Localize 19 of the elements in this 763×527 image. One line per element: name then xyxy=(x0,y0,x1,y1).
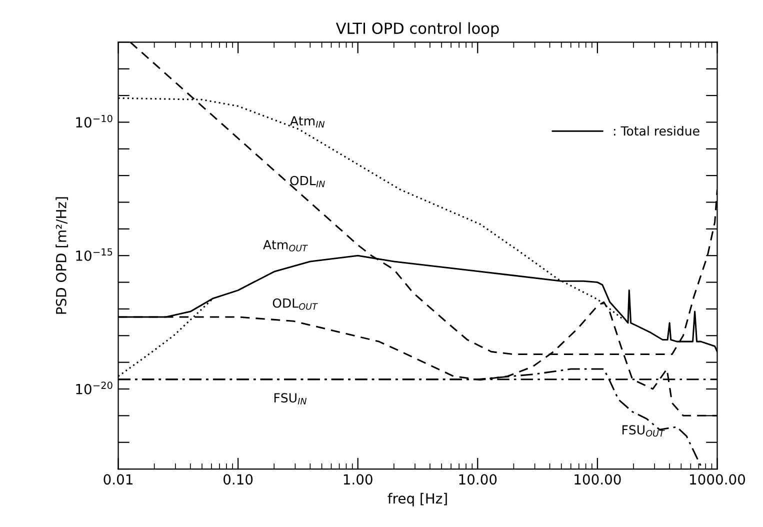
annotation: Atm$_{IN}$ xyxy=(290,116,325,128)
y-tick-label: 10$^{−20}$ xyxy=(76,382,112,394)
annotation: FSU$_{IN}$ xyxy=(274,393,307,404)
x-axis-title: freq [Hz] xyxy=(388,492,447,506)
x-tick-label: 10.00 xyxy=(459,474,497,485)
y-tick-label: 10$^{−15}$ xyxy=(76,248,112,261)
x-tick-label: 0.10 xyxy=(224,474,253,485)
y-axis-title: PSD OPD [m²/Hz] xyxy=(56,197,68,314)
legend-label: : Total residue xyxy=(614,126,700,136)
annotation: ODL$_{IN}$ xyxy=(290,176,325,188)
annotation: ODL$_{OUT}$ xyxy=(272,298,318,310)
x-tick-label: 1.00 xyxy=(344,474,372,485)
annotation: FSU$_{OUT}$ xyxy=(622,425,665,437)
annotation: Atm$_{OUT}$ xyxy=(263,240,308,252)
y-tick-label: 10$^{−10}$ xyxy=(76,114,112,128)
x-tick-label: 0.01 xyxy=(104,474,132,485)
x-tick-label: 1000.00 xyxy=(690,474,746,485)
x-tick-label: 100.00 xyxy=(574,474,621,485)
chart-title: VLTI OPD control loop xyxy=(336,22,499,38)
